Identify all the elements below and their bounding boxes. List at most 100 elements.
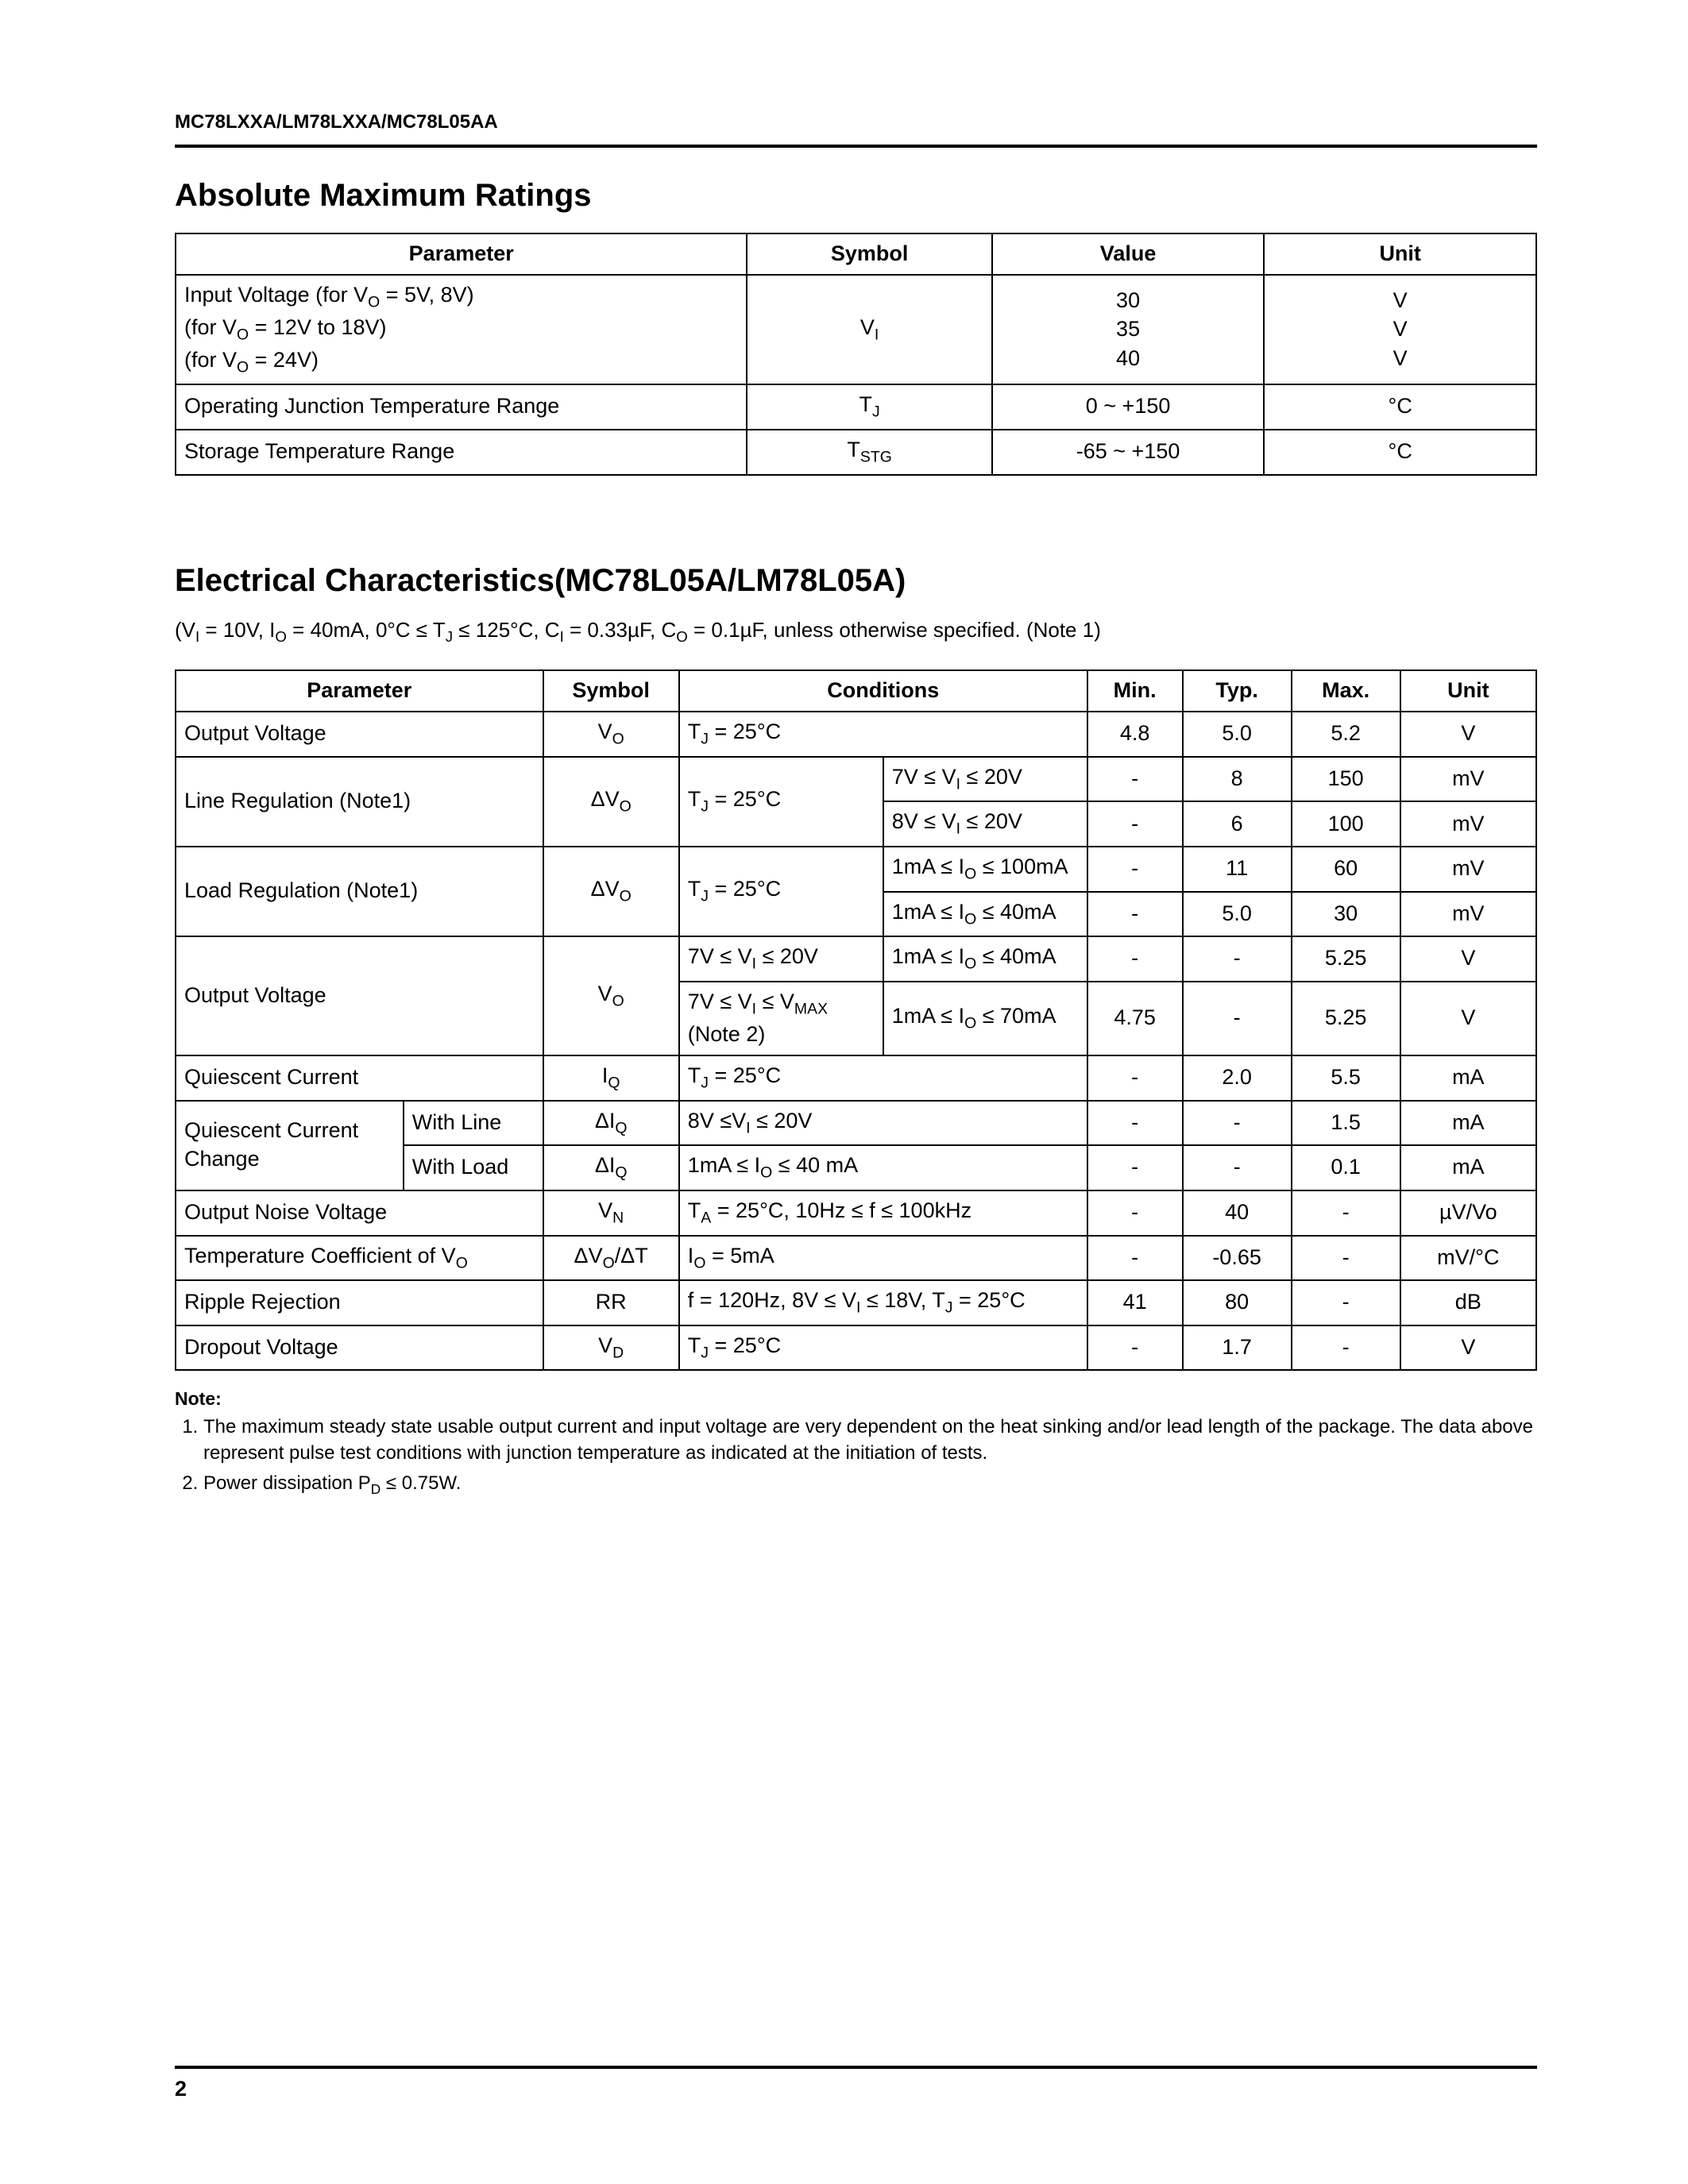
cell-unit: mV <box>1400 892 1536 937</box>
cell-conditions: TJ = 25°C <box>679 712 1087 757</box>
cell-min: - <box>1087 1055 1183 1101</box>
table-ec: Parameter Symbol Conditions Min. Typ. Ma… <box>175 669 1537 1372</box>
section-title-amr: Absolute Maximum Ratings <box>175 178 1537 214</box>
cell-conditions: TJ = 25°C <box>679 1325 1087 1371</box>
cell-max: - <box>1292 1325 1400 1371</box>
cell-typ: 6 <box>1183 801 1292 847</box>
cell-max: 60 <box>1292 847 1400 892</box>
cell-max: 150 <box>1292 757 1400 802</box>
notes-title: Note: <box>175 1388 1537 1410</box>
cell-conditions-1: TJ = 25°C <box>679 757 883 847</box>
cell-symbol: ΔIQ <box>543 1101 679 1146</box>
cell-value: -65 ~ +150 <box>992 430 1265 475</box>
cell-parameter: Output Noise Voltage <box>176 1190 543 1236</box>
cell-symbol: ΔVO <box>543 847 679 936</box>
cell-unit: mV <box>1400 847 1536 892</box>
table-row: Dropout VoltageVDTJ = 25°C-1.7-V <box>176 1325 1536 1371</box>
col-conditions: Conditions <box>679 670 1087 712</box>
cell-typ: - <box>1183 982 1292 1055</box>
cell-parameter-sub: With Load <box>404 1145 543 1190</box>
section-title-ec: Electrical Characteristics(MC78L05A/LM78… <box>175 563 1537 599</box>
cell-parameter: Line Regulation (Note1) <box>176 757 543 847</box>
table-row: Input Voltage (for VO = 5V, 8V)(for VO =… <box>176 275 1536 384</box>
cell-symbol: VI <box>747 275 991 384</box>
cell-symbol: VO <box>543 936 679 1055</box>
cell-max: - <box>1292 1280 1400 1325</box>
cell-parameter: Input Voltage (for VO = 5V, 8V)(for VO =… <box>176 275 747 384</box>
cell-max: - <box>1292 1190 1400 1236</box>
cell-max: 30 <box>1292 892 1400 937</box>
cell-typ: -0.65 <box>1183 1236 1292 1281</box>
cell-max: 5.2 <box>1292 712 1400 757</box>
col-symbol: Symbol <box>747 233 991 275</box>
col-min: Min. <box>1087 670 1183 712</box>
cell-unit: mA <box>1400 1145 1536 1190</box>
cell-conditions-1: 7V ≤ VI ≤ VMAX(Note 2) <box>679 982 883 1055</box>
cell-parameter: Output Voltage <box>176 712 543 757</box>
cell-min: 4.75 <box>1087 982 1183 1055</box>
cell-conditions-2: 1mA ≤ IO ≤ 40mA <box>883 892 1087 937</box>
cell-conditions: 1mA ≤ IO ≤ 40 mA <box>679 1145 1087 1190</box>
col-value: Value <box>992 233 1265 275</box>
cell-parameter: Quiescent Current <box>176 1055 543 1101</box>
cell-typ: 5.0 <box>1183 892 1292 937</box>
cell-symbol: ΔIQ <box>543 1145 679 1190</box>
cell-conditions-2: 1mA ≤ IO ≤ 100mA <box>883 847 1087 892</box>
cell-typ: 5.0 <box>1183 712 1292 757</box>
cell-min: - <box>1087 1325 1183 1371</box>
note-item: Power dissipation PD ≤ 0.75W. <box>203 1471 1537 1499</box>
cell-max: - <box>1292 1236 1400 1281</box>
cell-symbol: TJ <box>747 384 991 430</box>
cell-unit: °C <box>1264 430 1536 475</box>
cell-max: 5.25 <box>1292 936 1400 982</box>
cell-parameter-sub: With Line <box>404 1101 543 1146</box>
cell-conditions-2: 7V ≤ VI ≤ 20V <box>883 757 1087 802</box>
cell-parameter: Dropout Voltage <box>176 1325 543 1371</box>
cell-unit: V <box>1400 1325 1536 1371</box>
cell-typ: 80 <box>1183 1280 1292 1325</box>
cell-parameter: Storage Temperature Range <box>176 430 747 475</box>
table-amr: Parameter Symbol Value Unit Input Voltag… <box>175 233 1537 476</box>
cell-min: - <box>1087 801 1183 847</box>
cell-unit: °C <box>1264 384 1536 430</box>
cell-symbol: ΔVO <box>543 757 679 847</box>
table-row: Storage Temperature RangeTSTG-65 ~ +150°… <box>176 430 1536 475</box>
col-unit: Unit <box>1264 233 1536 275</box>
col-max: Max. <box>1292 670 1400 712</box>
cell-conditions: TA = 25°C, 10Hz ≤ f ≤ 100kHz <box>679 1190 1087 1236</box>
cell-unit: V <box>1400 712 1536 757</box>
table-header-row: Parameter Symbol Value Unit <box>176 233 1536 275</box>
table-header-row: Parameter Symbol Conditions Min. Typ. Ma… <box>176 670 1536 712</box>
col-parameter: Parameter <box>176 670 543 712</box>
cell-typ: - <box>1183 936 1292 982</box>
cell-unit: µV/Vo <box>1400 1190 1536 1236</box>
cell-typ: 2.0 <box>1183 1055 1292 1101</box>
cell-parameter: Load Regulation (Note1) <box>176 847 543 936</box>
doc-header: MC78LXXA/LM78LXXA/MC78L05AA <box>175 111 1537 148</box>
cell-symbol: RR <box>543 1280 679 1325</box>
col-typ: Typ. <box>1183 670 1292 712</box>
cell-parameter: Temperature Coefficient of VO <box>176 1236 543 1281</box>
page-number: 2 <box>175 2066 1537 2101</box>
table-row: Output VoltageVO7V ≤ VI ≤ 20V1mA ≤ IO ≤ … <box>176 936 1536 982</box>
cell-min: - <box>1087 847 1183 892</box>
cell-conditions-1: TJ = 25°C <box>679 847 883 936</box>
cell-unit: mV <box>1400 801 1536 847</box>
cell-conditions: f = 120Hz, 8V ≤ VI ≤ 18V, TJ = 25°C <box>679 1280 1087 1325</box>
cell-max: 0.1 <box>1292 1145 1400 1190</box>
cell-min: - <box>1087 936 1183 982</box>
cell-symbol: VD <box>543 1325 679 1371</box>
table-row: Operating Junction Temperature RangeTJ0 … <box>176 384 1536 430</box>
cell-max: 5.25 <box>1292 982 1400 1055</box>
cell-typ: 1.7 <box>1183 1325 1292 1371</box>
cell-typ: 8 <box>1183 757 1292 802</box>
table-row: Ripple RejectionRRf = 120Hz, 8V ≤ VI ≤ 1… <box>176 1280 1536 1325</box>
cell-symbol: ΔVO/ΔT <box>543 1236 679 1281</box>
cell-typ: 40 <box>1183 1190 1292 1236</box>
table-row: Temperature Coefficient of VOΔVO/ΔTIO = … <box>176 1236 1536 1281</box>
table-row: Output Noise VoltageVNTA = 25°C, 10Hz ≤ … <box>176 1190 1536 1236</box>
cell-conditions-2: 1mA ≤ IO ≤ 70mA <box>883 982 1087 1055</box>
cell-parameter: Ripple Rejection <box>176 1280 543 1325</box>
cell-parameter: Quiescent CurrentChange <box>176 1101 404 1190</box>
note-item: The maximum steady state usable output c… <box>203 1414 1537 1466</box>
